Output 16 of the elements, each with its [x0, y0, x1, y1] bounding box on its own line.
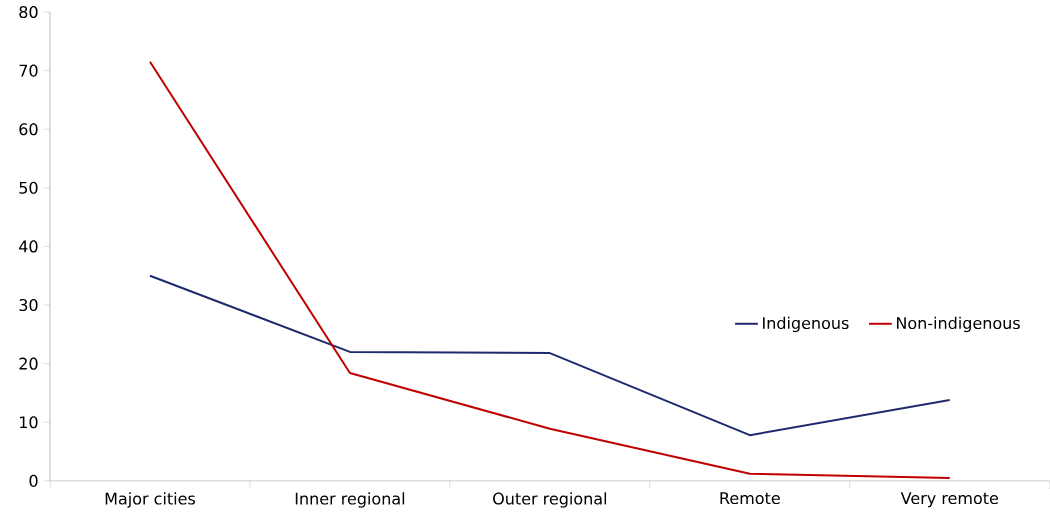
- x-tick-label: Remote: [720, 492, 780, 505]
- y-tick-label: 10: [20, 416, 38, 429]
- x-tick-label: Outer regional: [493, 492, 607, 508]
- legend-label: Indigenous: [763, 316, 849, 333]
- x-tick-label: Inner regional: [295, 492, 405, 508]
- y-tick-label: 20: [19, 357, 38, 370]
- y-tick-label: 0: [29, 474, 38, 487]
- y-tick-label: 60: [19, 123, 38, 136]
- y-tick-label: 50: [19, 181, 38, 194]
- y-tick-label: 40: [19, 240, 38, 253]
- y-tick-label: 70: [19, 64, 38, 77]
- x-tick-label: Major cities: [105, 492, 195, 508]
- legend-label: Non-indigenous: [896, 316, 1020, 333]
- y-tick-label: 30: [19, 299, 38, 312]
- x-tick-label: Very remote: [900, 492, 999, 508]
- y-tick-label: 80: [19, 6, 38, 19]
